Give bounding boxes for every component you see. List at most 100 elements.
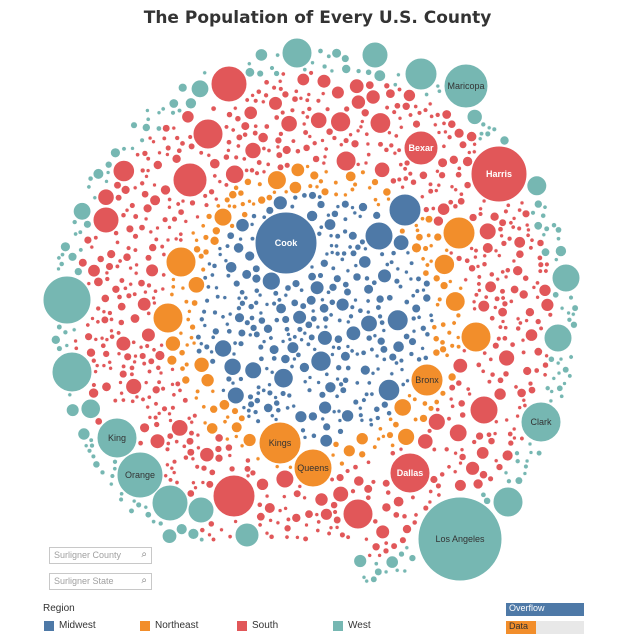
county-bubble[interactable]	[290, 299, 299, 307]
county-bubble[interactable]	[540, 297, 555, 312]
county-bubble[interactable]	[254, 170, 260, 176]
county-bubble[interactable]	[183, 299, 189, 305]
county-bubble[interactable]	[64, 343, 70, 348]
county-bubble[interactable]	[321, 160, 327, 166]
county-bubble[interactable]	[208, 188, 215, 195]
county-bubble[interactable]	[145, 263, 160, 278]
county-bubble[interactable]	[224, 261, 238, 274]
county-bubble[interactable]	[365, 141, 371, 147]
county-bubble[interactable]	[465, 386, 471, 392]
county-bubble[interactable]	[265, 206, 274, 215]
county-bubble[interactable]	[243, 105, 258, 121]
county-bubble[interactable]	[339, 460, 345, 467]
county-bubble[interactable]	[308, 191, 317, 200]
county-bubble[interactable]	[556, 384, 564, 392]
county-bubble[interactable]	[521, 398, 527, 403]
county-bubble[interactable]	[524, 328, 539, 342]
county-bubble[interactable]	[396, 72, 401, 78]
county-bubble[interactable]	[105, 161, 113, 169]
county-bubble[interactable]	[375, 294, 385, 304]
county-bubble[interactable]	[176, 147, 183, 154]
county-bubble[interactable]	[497, 226, 504, 233]
county-bubble[interactable]	[201, 404, 207, 410]
county-bubble[interactable]	[363, 246, 368, 252]
county-bubble[interactable]	[141, 122, 152, 133]
county-bubble[interactable]	[183, 454, 189, 461]
county-bubble[interactable]	[320, 297, 325, 303]
county-bubble[interactable]	[330, 501, 338, 509]
county-bubble[interactable]	[302, 435, 308, 440]
county-bubble[interactable]	[165, 144, 172, 152]
county-bubble[interactable]	[101, 309, 107, 314]
county-bubble[interactable]	[317, 194, 323, 200]
county-bubble[interactable]	[147, 135, 153, 141]
county-bubble[interactable]	[437, 296, 443, 302]
county-bubble[interactable]	[87, 263, 101, 278]
county-bubble[interactable]	[290, 162, 306, 178]
county-bubble[interactable]	[153, 421, 160, 428]
county-bubble[interactable]	[332, 485, 350, 503]
county-bubble[interactable]	[523, 463, 529, 470]
county-bubble[interactable]	[243, 295, 249, 301]
county-bubble[interactable]	[330, 452, 336, 458]
county-bubble[interactable]	[255, 418, 261, 424]
county-bubble[interactable]	[291, 279, 301, 289]
county-bubble[interactable]	[440, 321, 447, 328]
county-bubble[interactable]	[309, 264, 315, 270]
county-bubble[interactable]	[366, 309, 371, 315]
county-bubble-maricopa[interactable]	[443, 63, 489, 109]
county-bubble[interactable]	[374, 353, 380, 359]
county-bubble[interactable]	[236, 305, 242, 311]
county-bubble[interactable]	[156, 379, 162, 385]
county-bubble[interactable]	[397, 116, 403, 121]
county-bubble[interactable]	[151, 519, 156, 524]
county-bubble[interactable]	[339, 142, 344, 147]
county-bubble[interactable]	[60, 252, 65, 257]
county-bubble[interactable]	[423, 355, 429, 361]
county-bubble[interactable]	[131, 339, 137, 345]
county-bubble[interactable]	[414, 288, 420, 294]
county-bubble[interactable]	[302, 67, 308, 72]
county-bubble[interactable]	[128, 265, 133, 271]
county-bubble[interactable]	[371, 279, 378, 286]
county-bubble[interactable]	[324, 371, 330, 377]
county-bubble[interactable]	[308, 70, 314, 76]
county-bubble[interactable]	[244, 178, 252, 186]
county-bubble[interactable]	[441, 121, 447, 126]
county-bubble[interactable]	[517, 207, 522, 213]
county-bubble[interactable]	[335, 204, 341, 209]
county-bubble[interactable]	[481, 242, 494, 254]
county-bubble[interactable]	[568, 295, 574, 301]
county-bubble[interactable]	[446, 416, 452, 422]
county-bubble[interactable]	[372, 518, 379, 525]
county-bubble[interactable]	[451, 320, 457, 326]
county-bubble[interactable]	[522, 471, 528, 476]
county-bubble[interactable]	[296, 72, 311, 87]
county-bubble[interactable]	[289, 107, 295, 113]
county-bubble[interactable]	[179, 365, 186, 372]
county-bubble[interactable]	[94, 363, 100, 368]
county-bubble[interactable]	[189, 323, 196, 331]
county-bubble[interactable]	[403, 159, 411, 167]
county-bubble[interactable]	[287, 337, 293, 342]
county-bubble[interactable]	[510, 224, 516, 230]
county-bubble[interactable]	[408, 276, 414, 282]
county-bubble[interactable]	[221, 388, 226, 393]
county-bubble[interactable]	[266, 148, 272, 153]
county-bubble[interactable]	[116, 351, 122, 356]
county-bubble[interactable]	[209, 349, 214, 355]
county-bubble[interactable]	[486, 125, 492, 131]
county-bubble[interactable]	[188, 430, 195, 437]
county-bubble[interactable]	[210, 389, 216, 394]
county-bubble[interactable]	[442, 216, 476, 250]
county-bubble-clark[interactable]	[520, 401, 562, 443]
county-bubble[interactable]	[420, 256, 426, 262]
county-bubble[interactable]	[368, 422, 374, 428]
county-bubble[interactable]	[200, 223, 206, 229]
county-bubble[interactable]	[238, 236, 243, 242]
county-bubble[interactable]	[187, 309, 192, 314]
county-bubble[interactable]	[274, 317, 280, 323]
county-bubble[interactable]	[109, 317, 114, 322]
county-bubble[interactable]	[453, 127, 465, 139]
county-bubble[interactable]	[324, 381, 337, 394]
